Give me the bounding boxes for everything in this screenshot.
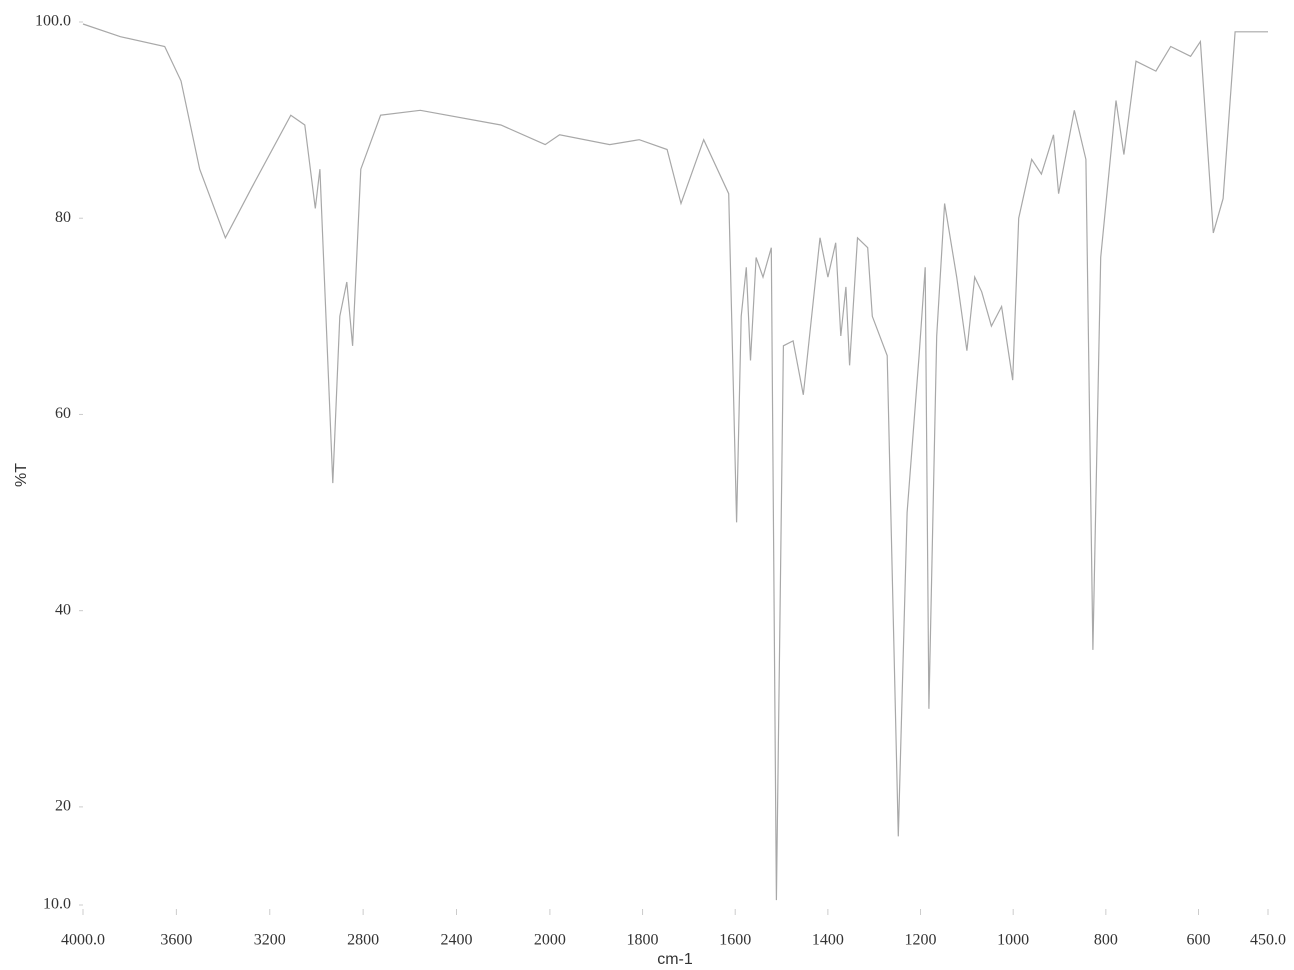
- y-tick-label: 60: [55, 405, 71, 422]
- y-tick-label: 40: [55, 601, 71, 618]
- x-tick-label: 1200: [905, 932, 937, 949]
- y-tick-label: 20: [55, 798, 71, 815]
- x-tick-label: 1000: [997, 932, 1029, 949]
- x-tick-label: 800: [1094, 932, 1118, 949]
- x-tick-label: 2400: [441, 932, 473, 949]
- y-tick-label: 100.0: [35, 13, 71, 30]
- x-tick-label: 4000.0: [61, 932, 105, 949]
- y-tick-label: 80: [55, 209, 71, 226]
- x-tick-label: 3600: [160, 932, 192, 949]
- x-tick-label: 2800: [347, 932, 379, 949]
- x-tick-label: 1600: [719, 932, 751, 949]
- y-tick-label: 10.0: [43, 896, 71, 913]
- spectrum-line: [82, 23, 1268, 901]
- y-axis-label: %T: [13, 463, 30, 487]
- x-tick-label: 2000: [534, 932, 566, 949]
- x-tick-label: 600: [1187, 932, 1211, 949]
- x-tick-label: 3200: [254, 932, 286, 949]
- x-axis-label: cm-1: [657, 951, 693, 968]
- x-tick-label: 1400: [812, 932, 844, 949]
- x-tick-label: 1800: [627, 932, 659, 949]
- x-tick-label: 450.0: [1250, 932, 1286, 949]
